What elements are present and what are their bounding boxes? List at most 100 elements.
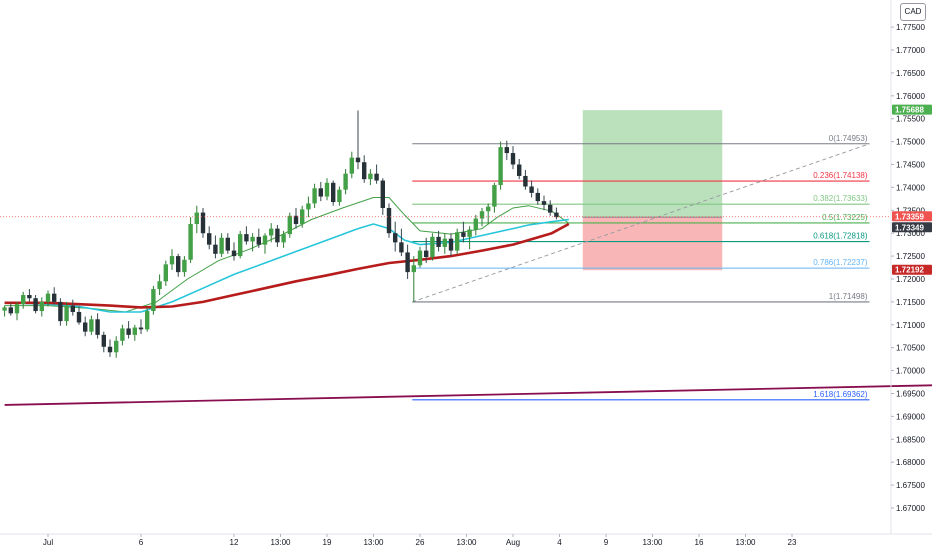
candle [107, 339, 113, 357]
candle-body [393, 233, 398, 243]
candle [523, 169, 528, 190]
candle [262, 233, 268, 254]
price-tick-label: 1.75500 [896, 115, 925, 124]
candle [281, 230, 286, 248]
price-tag: 1.75688 [892, 104, 932, 115]
fib-level-label: 1(1.71498) [829, 292, 868, 301]
candle-body [312, 188, 317, 204]
candle-body [517, 164, 522, 176]
candle-body [14, 304, 20, 314]
candle-body [33, 298, 38, 312]
currency-badge[interactable]: CAD [900, 3, 926, 21]
candle-body [188, 224, 193, 260]
candle [176, 253, 181, 277]
candle-body [523, 175, 528, 187]
candle [231, 242, 237, 261]
candle-body [269, 228, 274, 236]
candle-body [200, 212, 206, 234]
price-tick-label: 1.71000 [896, 321, 925, 330]
price-tick-label: 1.76500 [896, 69, 925, 78]
candle-body [331, 182, 336, 203]
price-tag-label: 1.75688 [895, 106, 924, 115]
candle-body [101, 334, 106, 347]
candle [324, 178, 330, 201]
candle [504, 140, 509, 160]
candle-body [64, 305, 69, 322]
time-axis[interactable]: Jul 6 12 13:00 19 13:00 26 13:00 Aug 4 9 13:00 16 13:… [43, 534, 797, 547]
candle-body [343, 173, 348, 190]
price-axis[interactable]: 1.67000 1.67500 1.68000 1.68500 1.69000 1.695… [891, 23, 925, 513]
candle-body [76, 311, 82, 323]
candle-body [355, 157, 361, 163]
candle-body [238, 234, 243, 257]
candle [479, 208, 485, 227]
time-tick-label: 23 [788, 538, 797, 547]
price-tick-label: 1.69000 [896, 412, 925, 421]
candle [95, 313, 100, 339]
price-tick-label: 1.77500 [896, 23, 925, 32]
candle-body [176, 256, 181, 273]
price-tag-label: 1.72192 [895, 266, 924, 275]
candle [461, 221, 466, 243]
time-tick-label: 13:00 [642, 538, 663, 547]
candle-body [250, 236, 255, 242]
candle-body [225, 237, 230, 251]
price-tick-label: 1.72000 [896, 275, 925, 284]
candle [244, 226, 249, 245]
candle [355, 110, 361, 170]
price-tick-label: 1.73000 [896, 229, 925, 238]
candle-body [504, 147, 509, 154]
price-tick-label: 1.68500 [896, 435, 925, 444]
candle-body [362, 162, 367, 180]
candle-body [436, 236, 441, 247]
price-tick-label: 1.73500 [896, 206, 925, 215]
price-tick-label: 1.67000 [896, 504, 925, 513]
candle-body [510, 153, 516, 165]
candle [138, 319, 144, 334]
candle [337, 186, 342, 206]
price-tick-label: 1.69500 [896, 389, 925, 398]
indicator-lines [4, 197, 932, 406]
candle-body [374, 173, 379, 181]
candle-body [244, 234, 249, 242]
price-tick-label: 1.70500 [896, 344, 925, 353]
candle-body [386, 208, 392, 234]
candle-body [52, 293, 57, 302]
candle-body [405, 252, 410, 273]
candle-body [262, 235, 268, 245]
candle-body [256, 236, 261, 245]
candle [169, 249, 175, 270]
time-tick-label: 19 [323, 538, 332, 547]
candle-body [318, 188, 323, 197]
candle [225, 233, 230, 254]
candle [188, 217, 193, 263]
candle [120, 324, 125, 346]
candle-body [194, 212, 199, 225]
candle-body [45, 293, 51, 302]
fib-level-label: 1.618(1.69362) [813, 390, 868, 399]
candlesticks [2, 110, 559, 358]
candle [535, 188, 540, 205]
candle [473, 214, 478, 236]
price-tag: 1.73349 [892, 222, 932, 233]
fib-level-label: 0.786(1.72237) [813, 258, 868, 267]
candle [52, 287, 57, 305]
candle [312, 183, 317, 209]
candle [145, 307, 150, 332]
candle-body [455, 232, 460, 251]
candle [510, 146, 516, 170]
candle [2, 305, 7, 317]
candle-body [70, 305, 75, 312]
candle [455, 228, 460, 254]
candle [182, 256, 187, 277]
candle-body [163, 264, 168, 282]
trend-line [4, 384, 932, 406]
candle-body [8, 307, 13, 314]
candle-body [132, 327, 137, 335]
time-tick-label: 12 [230, 538, 239, 547]
candle-body [219, 237, 224, 254]
candle [151, 285, 156, 315]
candle-body [411, 265, 416, 273]
moving-average-line [4, 218, 569, 313]
